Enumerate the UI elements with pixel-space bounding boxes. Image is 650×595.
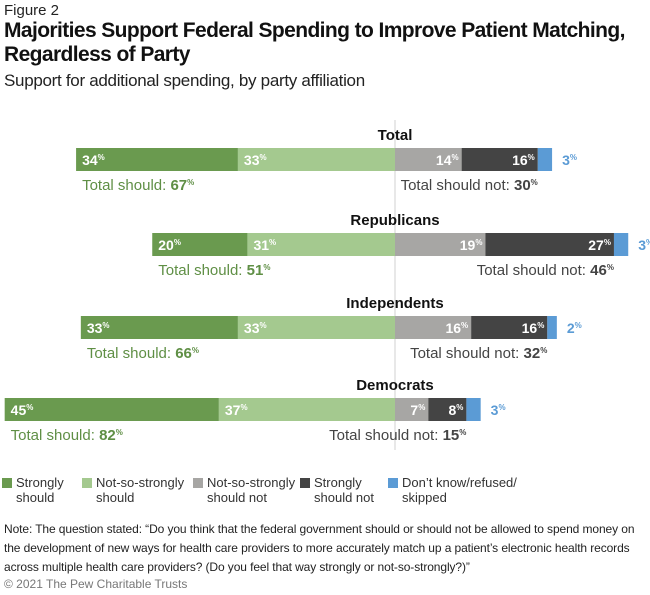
total-should-label: Total should: 67% xyxy=(82,177,194,194)
bar-group-democrats: Democrats xyxy=(4,377,481,421)
bar-group-total: Total xyxy=(76,127,553,171)
total-should-label: Total should: 51% xyxy=(158,262,270,279)
data-label: 3% xyxy=(638,237,650,253)
category-label: Independents xyxy=(346,295,444,312)
bar-segment-not-so-strongly-should xyxy=(237,316,395,339)
data-label: 34% xyxy=(82,152,105,168)
data-label: 2% xyxy=(567,320,582,336)
bar-segment-strongly-should xyxy=(4,398,219,421)
note: Note: The question stated: “Do you think… xyxy=(4,522,635,574)
bar-group-republicans: Republicans xyxy=(152,212,629,256)
category-label: Democrats xyxy=(356,377,434,394)
category-label: Total xyxy=(378,127,413,144)
bar-segment-strongly-should xyxy=(80,316,238,339)
figure-label: Figure 2 xyxy=(4,2,60,19)
bar-segment-not-so-strongly-should xyxy=(247,233,395,256)
bar-segment-not-so-strongly-should-not xyxy=(395,398,429,421)
data-label: 14% xyxy=(436,152,459,168)
data-label: 27% xyxy=(588,237,611,253)
bar-segment-not-so-strongly-should-not xyxy=(395,233,486,256)
total-should-not-label: Total should not: 30% xyxy=(401,177,538,194)
legend-swatch xyxy=(2,478,12,488)
legend-swatch xyxy=(82,478,92,488)
data-label: 33% xyxy=(87,320,110,336)
chart-title: Majorities Support Federal Spending to I… xyxy=(4,19,625,66)
data-label: 37% xyxy=(225,402,248,418)
bar-group-independents: Independents xyxy=(80,295,557,339)
bar-segment-strongly-should-not xyxy=(471,316,548,339)
bar-segment-not-so-strongly-should xyxy=(218,398,395,421)
bar-segment-not-so-strongly-should-not xyxy=(395,148,462,171)
data-label: 3% xyxy=(562,152,577,168)
data-label: 16% xyxy=(512,152,535,168)
data-label: 8% xyxy=(448,402,463,418)
bar-segment-strongly-should-not xyxy=(461,148,538,171)
data-label: 16% xyxy=(445,320,468,336)
data-label: 45% xyxy=(11,402,34,418)
chart: Total 34% 33% 14% 16% 3% Total should: 67% Tota… xyxy=(4,120,650,450)
data-label: 7% xyxy=(410,402,425,418)
legend-label: Don’t know/refused/skipped xyxy=(402,475,517,505)
total-should-not-label: Total should not: 15% xyxy=(329,427,466,444)
legend-label: Not-so-strongly should xyxy=(96,475,185,505)
total-should-label: Total should: 66% xyxy=(87,345,199,362)
legend-label: Strongly should xyxy=(16,475,64,505)
bar-segment-not-so-strongly-should xyxy=(237,148,395,171)
total-should-label: Total should: 82% xyxy=(11,427,123,444)
data-label: 3% xyxy=(491,402,506,418)
bar-segment-don-t-know-refused-skipped xyxy=(537,148,553,171)
bar-segment-don-t-know-refused-skipped xyxy=(547,316,557,339)
data-label: 19% xyxy=(460,237,483,253)
legend-label: Not-so-strongly should not xyxy=(207,475,296,505)
bar-segment-strongly-should-not xyxy=(428,398,467,421)
legend-label: Strongly should not xyxy=(314,475,374,505)
bar-segment-strongly-should xyxy=(152,233,248,256)
data-label: 20% xyxy=(158,237,181,253)
bar-segment-don-t-know-refused-skipped xyxy=(613,233,629,256)
data-label: 33% xyxy=(244,152,267,168)
category-label: Republicans xyxy=(350,212,439,229)
legend-swatch xyxy=(193,478,203,488)
legend-swatch xyxy=(388,478,398,488)
legend-swatch xyxy=(300,478,310,488)
bar-segment-don-t-know-refused-skipped xyxy=(466,398,481,421)
bar-segment-not-so-strongly-should-not xyxy=(395,316,472,339)
total-should-not-label: Total should not: 46% xyxy=(477,262,614,279)
chart-subtitle: Support for additional spending, by part… xyxy=(4,71,365,90)
copyright: © 2021 The Pew Charitable Trusts xyxy=(4,577,188,591)
total-should-not-label: Total should not: 32% xyxy=(410,345,547,362)
data-label: 33% xyxy=(244,320,267,336)
data-label: 16% xyxy=(522,320,545,336)
bar-segment-strongly-should-not xyxy=(485,233,614,256)
bar-segment-strongly-should xyxy=(76,148,238,171)
data-label: 31% xyxy=(253,237,276,253)
